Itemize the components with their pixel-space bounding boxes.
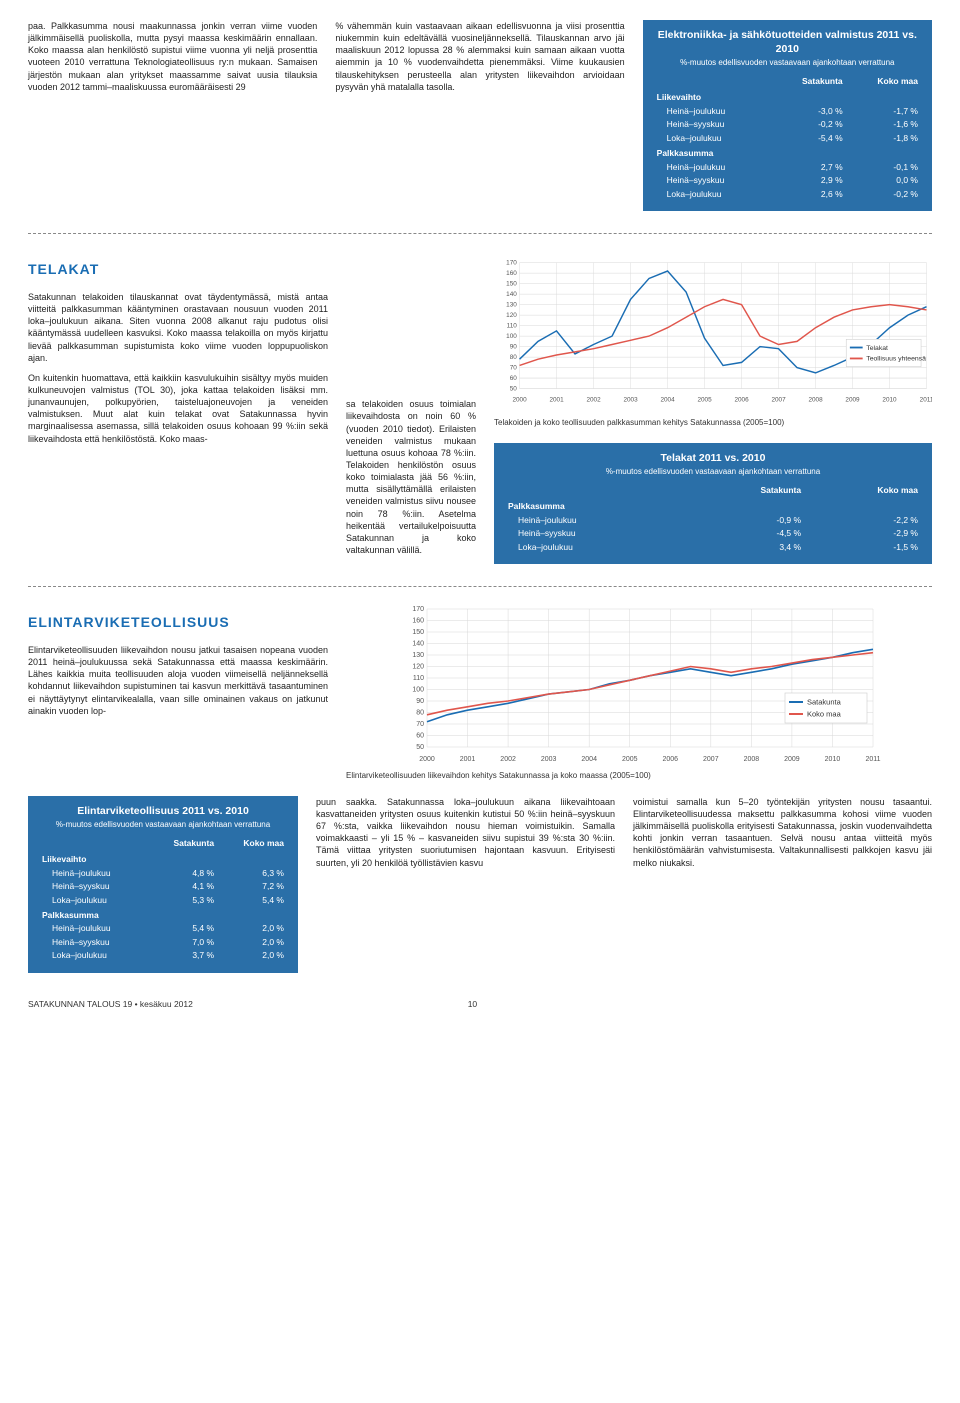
svg-text:130: 130 — [412, 652, 424, 659]
elintarvike-col3: voimistui samalla kun 5–20 työntekijän y… — [633, 796, 932, 869]
svg-text:140: 140 — [506, 291, 517, 298]
svg-text:2004: 2004 — [660, 397, 675, 404]
telakat-p1: Satakunnan telakoiden tilauskannat ovat … — [28, 291, 328, 364]
svg-text:60: 60 — [510, 375, 518, 382]
svg-text:150: 150 — [506, 281, 517, 288]
svg-text:Satakunta: Satakunta — [807, 698, 842, 707]
telakat-table: Telakat 2011 vs. 2010 %-muutos edellisvu… — [494, 443, 932, 564]
svg-text:70: 70 — [510, 365, 518, 372]
svg-text:2002: 2002 — [500, 756, 516, 763]
svg-text:100: 100 — [506, 333, 517, 340]
svg-text:50: 50 — [510, 386, 518, 393]
chart-svg: 50 60 70 80 90 100 110 120 130 140 150 160 170 2000 20… — [346, 605, 932, 765]
svg-text:2005: 2005 — [622, 756, 638, 763]
elintarvike-table: Elintarviketeollisuus 2011 vs. 2010 %-mu… — [28, 796, 298, 973]
svg-text:2011: 2011 — [865, 756, 880, 763]
top-table-wrap: Elektroniikka- ja sähkötuotteiden valmis… — [643, 20, 932, 211]
svg-text:130: 130 — [506, 302, 517, 309]
stat-table-body: SatakuntaKoko maaLiikevaihtoHeinä–jouluk… — [653, 74, 922, 201]
elintarvike-title: ELINTARVIKETEOLLISUUS — [28, 613, 328, 632]
svg-text:Teollisuus yhteensä: Teollisuus yhteensä — [866, 356, 926, 363]
svg-text:60: 60 — [416, 733, 424, 740]
top-col1-text: paa. Palkkasumma nousi maakunnassa jonki… — [28, 20, 317, 93]
svg-text:140: 140 — [412, 641, 424, 648]
svg-text:2011: 2011 — [920, 397, 932, 404]
telakat-title: TELAKAT — [28, 260, 328, 279]
svg-text:2000: 2000 — [419, 756, 435, 763]
top-col2: % vähemmän kuin vastaavaan aikaan edelli… — [335, 20, 624, 211]
elintarvike-chart: 50 60 70 80 90 100 110 120 130 140 150 160 170 2000 20… — [346, 605, 932, 765]
telakat-section: TELAKAT Satakunnan telakoiden tilauskann… — [28, 252, 932, 564]
elintarvike-section: ELINTARVIKETEOLLISUUS Elintarviketeollis… — [28, 605, 932, 973]
elintarvike-chart-caption: Elintarviketeollisuuden liikevaihdon keh… — [346, 771, 932, 782]
stat-subtitle: %-muutos edellisvuoden vastaavaan ajanko… — [504, 467, 922, 477]
svg-text:2005: 2005 — [697, 397, 712, 404]
svg-text:2008: 2008 — [744, 756, 760, 763]
svg-text:120: 120 — [412, 664, 424, 671]
stat-table-body: SatakuntaKoko maaLiikevaihtoHeinä–jouluk… — [38, 836, 288, 963]
top-col1: paa. Palkkasumma nousi maakunnassa jonki… — [28, 20, 317, 211]
elektroniikka-table: Elektroniikka- ja sähkötuotteiden valmis… — [643, 20, 932, 211]
svg-text:2009: 2009 — [845, 397, 860, 404]
stat-title: Elintarviketeollisuus 2011 vs. 2010 — [38, 804, 288, 818]
svg-text:120: 120 — [506, 312, 517, 319]
separator — [28, 586, 932, 587]
svg-text:2003: 2003 — [541, 756, 557, 763]
stat-table-body: SatakuntaKoko maaPalkkasummaHeinä–jouluk… — [504, 483, 922, 554]
svg-text:90: 90 — [510, 344, 518, 351]
svg-text:50: 50 — [416, 744, 424, 751]
telakat-chart: 50 60 70 80 90 100 110 120 130 140 150 160 170 2000 20… — [494, 252, 932, 412]
svg-text:2007: 2007 — [771, 397, 786, 404]
top-col2-text: % vähemmän kuin vastaavaan aikaan edelli… — [335, 20, 624, 93]
page-footer: SATAKUNNAN TALOUS 19 • kesäkuu 2012 10 — [28, 999, 932, 1010]
elintarvike-col2: puun saakka. Satakunnassa loka–joulukuun… — [316, 796, 615, 869]
svg-text:2010: 2010 — [882, 397, 897, 404]
svg-text:2008: 2008 — [808, 397, 823, 404]
svg-text:110: 110 — [413, 675, 424, 682]
top-section: paa. Palkkasumma nousi maakunnassa jonki… — [28, 20, 932, 211]
svg-text:90: 90 — [416, 698, 424, 705]
svg-text:2000: 2000 — [512, 397, 527, 404]
telakat-chart-caption: Telakoiden ja koko teollisuuden palkkasu… — [494, 418, 932, 429]
stat-title: Telakat 2011 vs. 2010 — [504, 451, 922, 465]
telakat-p2: On kuitenkin huomattava, että kaikkiin k… — [28, 372, 328, 445]
svg-text:80: 80 — [510, 354, 518, 361]
svg-text:2010: 2010 — [825, 756, 841, 763]
svg-text:2006: 2006 — [734, 397, 749, 404]
chart-svg: 50 60 70 80 90 100 110 120 130 140 150 160 170 2000 20… — [494, 252, 932, 412]
svg-text:110: 110 — [507, 323, 518, 330]
svg-text:2003: 2003 — [623, 397, 638, 404]
svg-text:70: 70 — [416, 721, 424, 728]
svg-text:Koko maa: Koko maa — [807, 710, 842, 719]
telakat-col2: sa telakoiden osuus toimialan liikevaihd… — [346, 398, 476, 556]
svg-text:160: 160 — [506, 270, 517, 277]
footer-left: SATAKUNNAN TALOUS 19 • kesäkuu 2012 — [28, 999, 193, 1010]
svg-text:100: 100 — [412, 687, 424, 694]
svg-text:2006: 2006 — [662, 756, 678, 763]
svg-text:2004: 2004 — [581, 756, 597, 763]
svg-text:2002: 2002 — [586, 397, 601, 404]
svg-text:2009: 2009 — [784, 756, 800, 763]
svg-text:170: 170 — [506, 260, 517, 267]
stat-subtitle: %-muutos edellisvuoden vastaavaan ajanko… — [38, 820, 288, 830]
elintarvike-col1: Elintarviketeollisuuden liikevaihdon nou… — [28, 644, 328, 717]
svg-text:Telakat: Telakat — [866, 345, 888, 352]
svg-text:150: 150 — [412, 629, 424, 636]
svg-text:80: 80 — [416, 710, 424, 717]
stat-subtitle: %-muutos edellisvuoden vastaavaan ajanko… — [653, 58, 922, 68]
svg-text:2001: 2001 — [460, 756, 476, 763]
svg-text:160: 160 — [412, 618, 424, 625]
svg-text:2001: 2001 — [549, 397, 564, 404]
separator — [28, 233, 932, 234]
footer-page: 10 — [193, 999, 752, 1010]
svg-text:2007: 2007 — [703, 756, 719, 763]
stat-title: Elektroniikka- ja sähkötuotteiden valmis… — [653, 28, 922, 56]
svg-text:170: 170 — [412, 606, 424, 613]
